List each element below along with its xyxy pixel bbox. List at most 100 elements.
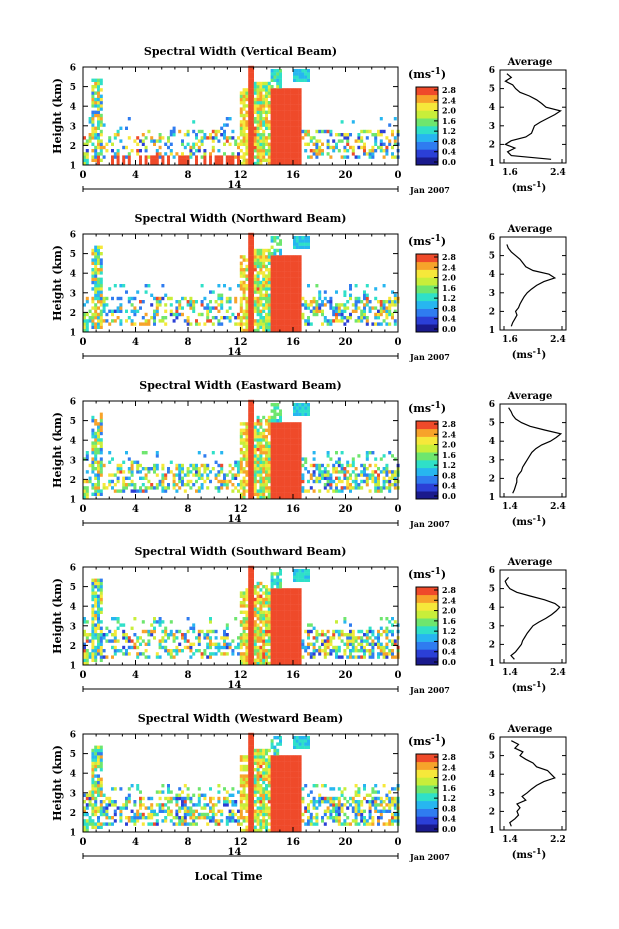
heatmap-cell: [122, 284, 126, 288]
date-label: Jan 2007: [409, 352, 450, 362]
heatmap-cell: [295, 460, 299, 464]
heatmap-cell: [97, 460, 100, 464]
heatmap-cell: [251, 271, 254, 275]
heatmap-cell: [287, 107, 291, 111]
heatmap-cell: [245, 312, 249, 317]
heatmap-cell: [242, 101, 246, 105]
heatmap-cell: [256, 290, 260, 294]
heatmap-cell: [385, 470, 389, 474]
heatmap-cell: [360, 129, 364, 134]
heatmap-cell: [99, 438, 103, 442]
heatmap-cell: [273, 661, 277, 666]
heatmap-cell: [242, 91, 246, 95]
heatmap-cell: [298, 658, 302, 662]
heatmap-cell: [329, 303, 333, 307]
heatmap-cell: [155, 306, 159, 310]
heatmap-cell: [209, 136, 212, 140]
heatmap-cell: [265, 652, 268, 656]
heatmap-cell: [295, 604, 299, 608]
heatmap-cell: [220, 306, 224, 310]
heatmap-cell: [270, 255, 274, 259]
heatmap-cell: [332, 470, 336, 474]
heatmap-cell: [279, 319, 282, 323]
heatmap-cell: [265, 264, 268, 269]
heatmap-cell: [220, 467, 224, 471]
heatmap-cell: [273, 328, 277, 333]
heatmap-cell: [203, 158, 207, 162]
heatmap-cell: [273, 303, 277, 307]
heatmap-cell: [242, 328, 246, 333]
heatmap-cell: [259, 435, 263, 439]
heatmap-cell: [290, 428, 294, 432]
heatmap-cell: [262, 447, 266, 452]
heatmap-cell: [91, 486, 95, 490]
heatmap-cell: [293, 158, 296, 162]
heatmap-cell: [253, 319, 257, 323]
heatmap-cell: [127, 470, 131, 474]
heatmap-cell: [248, 572, 252, 576]
heatmap-cell: [276, 158, 280, 162]
heatmap-cell: [273, 152, 277, 156]
heatmap-cell: [256, 607, 260, 611]
heatmap-cell: [181, 296, 184, 301]
profile-y-tick-label: 3: [489, 289, 495, 299]
heatmap-cell: [281, 451, 285, 455]
heatmap-cell: [231, 649, 235, 653]
heatmap-cell: [360, 629, 364, 634]
heatmap-cell: [284, 604, 288, 608]
heatmap-cell: [391, 454, 394, 458]
heatmap-cell: [147, 155, 151, 159]
heatmap-cell: [293, 300, 296, 304]
heatmap-cell: [335, 483, 338, 487]
heatmap-cell: [287, 136, 291, 140]
heatmap-cell: [183, 639, 187, 643]
heatmap-cell: [99, 425, 103, 429]
heatmap-cell: [214, 473, 218, 477]
heatmap-cell: [94, 435, 98, 439]
heatmap-cell: [267, 107, 271, 111]
heatmap-cell: [225, 636, 229, 640]
heatmap-cell: [97, 158, 100, 162]
heatmap-cell: [265, 441, 268, 445]
heatmap-cell: [111, 655, 114, 659]
heatmap-cell: [91, 123, 95, 127]
heatmap-cell: [349, 312, 352, 317]
heatmap-cell: [273, 467, 277, 471]
heatmap-cell: [318, 152, 322, 156]
heatmap-cell: [281, 607, 285, 611]
heatmap-cell: [94, 255, 98, 259]
heatmap-cell: [259, 255, 263, 259]
heatmap-cell: [301, 75, 305, 79]
heatmap-cell: [242, 451, 246, 455]
heatmap-cell: [130, 296, 134, 301]
heatmap-cell: [357, 473, 361, 477]
heatmap-cell: [153, 629, 156, 634]
heatmap-cell: [298, 489, 302, 493]
heatmap-cell: [276, 425, 280, 429]
heatmap-cell: [248, 107, 252, 111]
heatmap-cell: [256, 126, 260, 130]
heatmap-cell: [91, 771, 95, 775]
profile-line: [504, 73, 562, 160]
heatmap-cell: [200, 486, 204, 490]
heatmap-cell: [195, 649, 198, 653]
heatmap-cell: [307, 633, 310, 637]
heatmap-cell: [262, 483, 266, 487]
heatmap-cell: [312, 142, 316, 146]
x-tick-label: 8: [185, 670, 192, 681]
heatmap-cell: [365, 300, 369, 304]
heatmap-cell: [332, 467, 336, 471]
heatmap-cell: [270, 133, 274, 137]
heatmap-cell: [287, 271, 291, 275]
heatmap-cell: [85, 158, 89, 162]
heatmap-cell: [391, 290, 394, 294]
heatmap-cell: [281, 425, 285, 429]
heatmap-cell: [287, 652, 291, 656]
x-tick-label: 16: [286, 504, 300, 515]
heatmap-cell: [279, 287, 282, 291]
heatmap-cell: [279, 328, 282, 333]
heatmap-cell: [262, 470, 266, 474]
heatmap-cell: [97, 161, 100, 166]
heatmap-cell: [273, 113, 277, 118]
heatmap-cell: [276, 422, 280, 426]
